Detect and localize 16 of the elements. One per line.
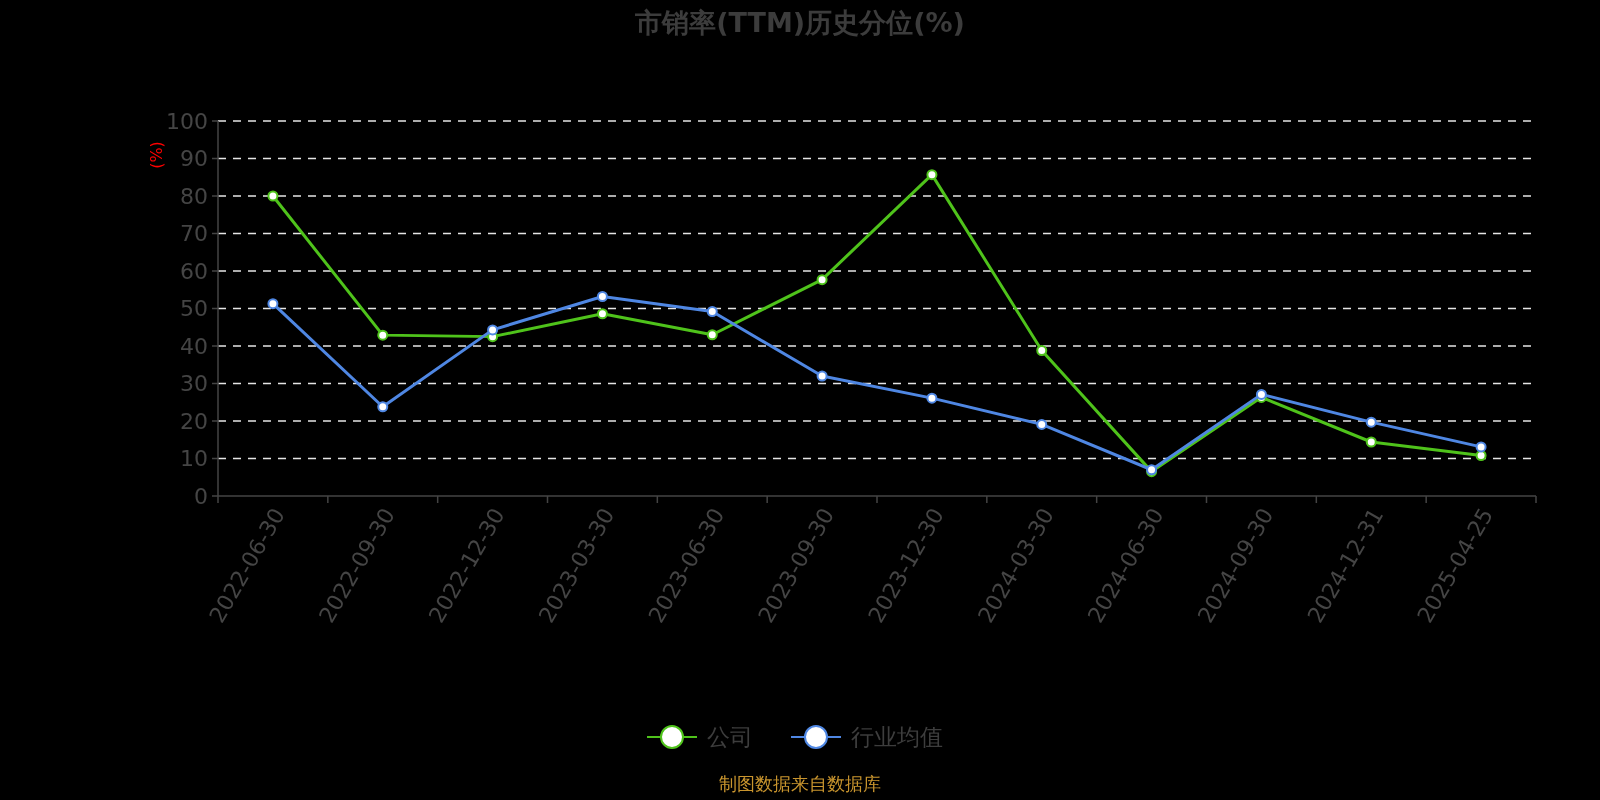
legend-label: 公司 — [707, 724, 753, 751]
y-tick-label: 40 — [180, 333, 208, 359]
y-axis-title: (%) — [146, 141, 166, 169]
y-tick-label: 60 — [180, 258, 208, 284]
legend-label: 行业均值 — [851, 724, 943, 751]
y-tick-label: 20 — [180, 408, 208, 434]
y-tick-label: 70 — [180, 221, 208, 247]
y-tick-label: 90 — [180, 146, 208, 172]
y-tick-label: 0 — [194, 483, 208, 509]
y-tick-label: 100 — [166, 108, 208, 134]
y-tick-label: 10 — [180, 446, 208, 472]
y-tick-label: 80 — [180, 183, 208, 209]
chart-title: 市销率(TTM)历史分位(%) — [634, 7, 965, 38]
text: 制图数据来自数据库 — [719, 773, 881, 794]
y-tick-label: 50 — [180, 296, 208, 322]
y-tick-label: 30 — [180, 371, 208, 397]
